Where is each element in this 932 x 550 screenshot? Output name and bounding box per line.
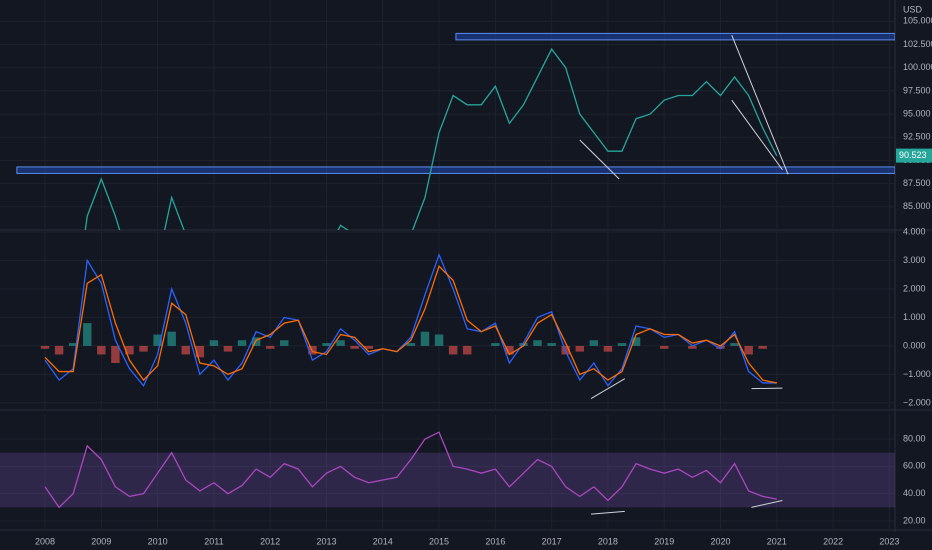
histogram-bar	[505, 345, 514, 355]
x-tick-label: 2008	[35, 536, 55, 546]
y-tick-label: 102.500	[903, 39, 932, 49]
x-tick-label: 2014	[373, 536, 393, 546]
y-tick-label: −2.000	[903, 397, 931, 407]
x-tick-label: 2011	[204, 536, 223, 546]
trendline	[590, 378, 626, 400]
y-tick-label: 40.00	[903, 488, 926, 498]
histogram-bar	[716, 345, 725, 349]
histogram-bar	[322, 343, 331, 346]
y-tick-label: 100.000	[903, 62, 932, 72]
histogram-bar	[533, 340, 542, 346]
macd-line	[44, 264, 777, 384]
trendline	[751, 387, 783, 390]
rsi-band	[0, 452, 895, 508]
zone	[455, 32, 895, 41]
x-tick-label: 2016	[485, 536, 505, 546]
histogram-bar	[54, 345, 64, 355]
histogram-bar	[181, 345, 190, 355]
x-tick-label: 2012	[260, 536, 280, 546]
histogram-bar	[744, 345, 753, 355]
histogram-bar	[603, 345, 613, 352]
histogram-bar	[448, 345, 458, 355]
x-tick-label: 2020	[710, 536, 730, 546]
currency-label: USD	[903, 4, 923, 14]
histogram-bar	[153, 334, 162, 346]
trendline	[579, 139, 620, 180]
y-tick-label: 80.00	[903, 433, 926, 443]
histogram-bar	[617, 343, 627, 346]
y-tick-label: −1.000	[903, 369, 931, 379]
y-tick-label: 4.000	[903, 226, 926, 236]
histogram-bar	[111, 345, 120, 364]
histogram-bar	[491, 343, 500, 346]
histogram-bar	[575, 345, 585, 352]
x-tick-label: 2019	[654, 536, 674, 546]
zone	[16, 166, 895, 174]
x-tick-label: 2009	[91, 536, 111, 546]
trendline	[731, 35, 789, 175]
trendline	[751, 500, 783, 508]
histogram-bar	[406, 343, 416, 346]
histogram-bar	[364, 345, 373, 349]
price-line	[44, 431, 777, 509]
histogram-bar	[40, 345, 50, 349]
y-tick-label: 60.00	[903, 461, 926, 471]
histogram-bar	[631, 337, 641, 346]
histogram-bar	[519, 343, 528, 346]
y-tick-label: 92.500	[903, 132, 931, 142]
histogram-bar	[125, 345, 134, 355]
histogram-bar	[589, 340, 599, 346]
histogram-bar	[97, 345, 106, 355]
trendline	[590, 510, 625, 515]
histogram-bar	[350, 345, 359, 349]
pane	[0, 230, 895, 410]
y-tick-label: 1.000	[903, 312, 926, 322]
histogram-bar	[434, 334, 444, 346]
histogram-bar	[223, 345, 233, 352]
histogram-bar	[280, 340, 289, 346]
x-tick-label: 2018	[598, 536, 618, 546]
x-tick-label: 2017	[542, 536, 562, 546]
histogram-bar	[209, 340, 219, 346]
x-tick-label: 2013	[316, 536, 336, 546]
pane	[0, 415, 895, 530]
histogram-bar	[83, 323, 92, 346]
pane	[0, 0, 895, 230]
y-tick-label: 95.000	[903, 108, 931, 118]
histogram-bar	[659, 345, 669, 349]
last-price-tag	[896, 148, 932, 163]
x-tick-label: 2023	[879, 536, 899, 546]
histogram-bar	[420, 331, 430, 346]
histogram-bar	[758, 345, 767, 349]
macd-line	[44, 252, 777, 388]
y-tick-label: 85.000	[903, 201, 931, 211]
y-tick-label: 97.500	[903, 85, 931, 95]
price-line	[84, 47, 778, 230]
histogram-bar	[195, 345, 205, 358]
y-tick-label: 87.500	[903, 178, 931, 188]
histogram-bar	[336, 340, 345, 346]
y-tick-label: 3.000	[903, 255, 926, 265]
y-tick-label: 105.000	[903, 16, 932, 26]
y-tick-label: 0.000	[903, 340, 926, 350]
histogram-bar	[730, 343, 739, 346]
x-tick-label: 2015	[429, 536, 449, 546]
histogram-bar	[265, 345, 275, 349]
x-tick-label: 2022	[823, 536, 843, 546]
y-tick-label: 20.00	[903, 515, 926, 525]
histogram-bar	[139, 345, 148, 352]
histogram-bar	[547, 343, 556, 346]
histogram-bar	[68, 343, 78, 346]
x-tick-label: 2021	[767, 536, 787, 546]
histogram-bar	[167, 331, 176, 346]
histogram-bar	[688, 345, 697, 349]
y-tick-label: 2.000	[903, 283, 926, 293]
histogram-bar	[462, 345, 472, 355]
last-price-label: 90.523	[899, 150, 927, 160]
histogram-bar	[237, 340, 247, 346]
trendline	[731, 99, 783, 171]
x-tick-label: 2010	[148, 536, 168, 546]
